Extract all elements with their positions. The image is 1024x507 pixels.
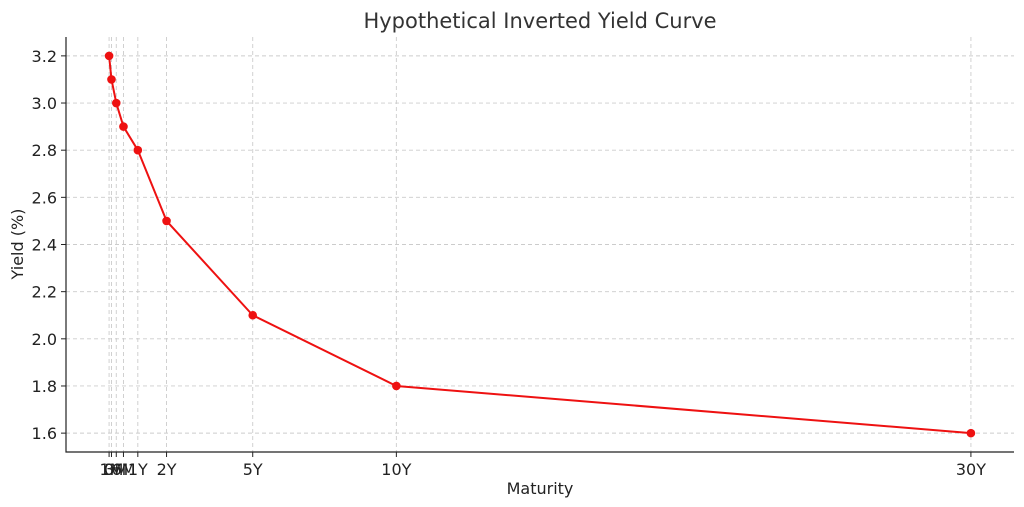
- data-point: [392, 381, 401, 391]
- y-tick-label: 3.2: [32, 47, 57, 66]
- y-tick-label: 3.0: [32, 94, 57, 113]
- x-tick-label: 10Y: [381, 460, 411, 479]
- x-tick-label: 2Y: [157, 460, 177, 479]
- y-tick-label: 2.0: [32, 330, 57, 349]
- data-point: [248, 310, 258, 320]
- x-axis-label: Maturity: [507, 479, 574, 498]
- x-tick-label: 0: [104, 460, 114, 479]
- x-tick-label: 30Y: [956, 460, 986, 479]
- series-line: [108, 55, 971, 435]
- data-point: [133, 145, 143, 155]
- chart-title: Hypothetical Inverted Yield Curve: [363, 9, 716, 33]
- x-tick-label: 1Y: [128, 460, 148, 479]
- data-point: [107, 75, 116, 84]
- grid-lines: [66, 37, 1014, 452]
- data-point: [162, 216, 171, 226]
- series-layer: [104, 51, 976, 438]
- y-tick-label: 2.8: [32, 141, 57, 160]
- y-tick-label: 2.2: [32, 283, 57, 302]
- x-tick-label: 6M: [111, 460, 135, 479]
- y-tick-label: 1.6: [32, 424, 57, 443]
- data-point: [966, 428, 976, 438]
- y-axis-label: Yield (%): [8, 209, 27, 281]
- data-point: [119, 122, 128, 131]
- y-tick-label: 2.6: [32, 188, 57, 207]
- y-tick-label: 2.4: [32, 236, 57, 255]
- data-point: [111, 98, 121, 108]
- x-tick-label: 1M: [99, 460, 123, 479]
- x-tick-label: 5Y: [243, 460, 263, 479]
- data-point: [104, 51, 114, 61]
- axis-spine: [65, 37, 1014, 453]
- x-tick-label: 3M: [104, 460, 128, 479]
- y-tick-label: 1.8: [32, 377, 57, 396]
